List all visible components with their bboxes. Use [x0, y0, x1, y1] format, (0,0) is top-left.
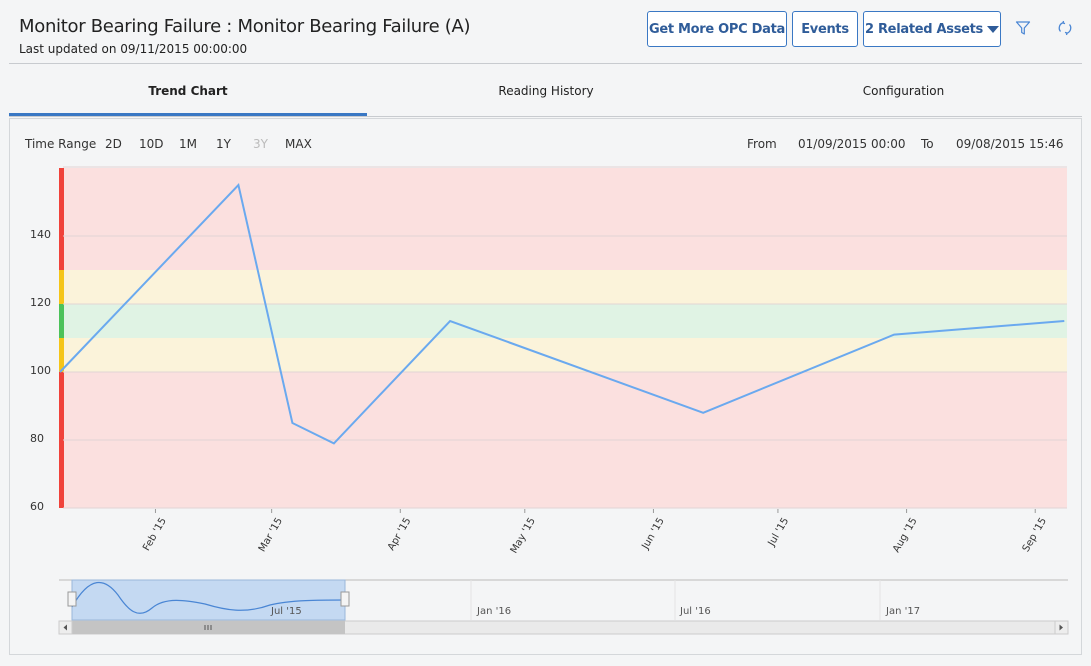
tab-configuration[interactable]: Configuration [862, 84, 945, 98]
y-tick-label: 140 [30, 228, 51, 241]
events-button[interactable]: Events [792, 11, 858, 47]
y-tick-label: 80 [30, 432, 44, 445]
tab-divider [9, 116, 1082, 117]
range-2d-button[interactable]: 2D [101, 134, 126, 154]
from-date-value[interactable]: 01/09/2015 00:00 [798, 137, 906, 151]
to-date-value[interactable]: 09/08/2015 15:46 [956, 137, 1064, 151]
range-3y-button: 3Y [249, 134, 272, 154]
range-1y-button[interactable]: 1Y [212, 134, 235, 154]
from-label: From [747, 137, 777, 151]
navigator-left-handle[interactable] [67, 591, 77, 607]
page-header: Monitor Bearing Failure : Monitor Bearin… [0, 0, 1091, 63]
range-1m-button[interactable]: 1M [175, 134, 201, 154]
active-tab-indicator [9, 113, 367, 116]
y-tick-label: 100 [30, 364, 51, 377]
refresh-icon[interactable] [1055, 18, 1075, 38]
y-tick-label: 120 [30, 296, 51, 309]
y-tick-label: 60 [30, 500, 44, 513]
navigator-selection[interactable] [71, 579, 346, 621]
range-max-button[interactable]: MAX [281, 134, 316, 154]
navigator-label: Jul '16 [680, 606, 711, 617]
tab-bar: Trend Chart Reading History Configuratio… [9, 66, 1082, 116]
page-title: Monitor Bearing Failure : Monitor Bearin… [19, 16, 471, 37]
navigator-label: Jul '15 [271, 606, 302, 617]
range-10d-button[interactable]: 10D [135, 134, 168, 154]
get-more-opc-data-button[interactable]: Get More OPC Data [647, 11, 787, 47]
chevron-down-icon [987, 25, 999, 33]
navigator-label: Jan '16 [477, 606, 512, 617]
to-label: To [921, 137, 934, 151]
navigator-label: Jan '17 [886, 606, 921, 617]
last-updated-text: Last updated on 09/11/2015 00:00:00 [19, 42, 248, 56]
header-divider [9, 63, 1082, 64]
filter-icon[interactable] [1013, 18, 1033, 38]
navigator-right-handle[interactable] [340, 591, 350, 607]
related-assets-button[interactable]: 2 Related Assets [863, 11, 1001, 47]
tab-trend-chart[interactable]: Trend Chart [148, 84, 228, 98]
related-assets-label: 2 Related Assets [865, 21, 983, 37]
time-range-label: Time Range [25, 137, 97, 151]
tab-reading-history[interactable]: Reading History [498, 84, 594, 98]
